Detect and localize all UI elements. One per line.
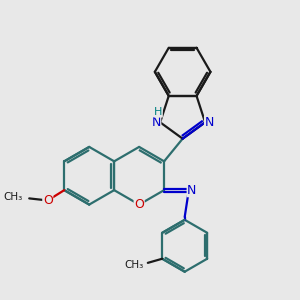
Text: H: H: [154, 107, 162, 117]
Text: N: N: [152, 116, 161, 129]
Text: O: O: [43, 194, 53, 207]
Text: N: N: [205, 116, 214, 129]
Text: N: N: [187, 184, 196, 197]
Text: O: O: [134, 198, 144, 211]
Text: CH₃: CH₃: [124, 260, 144, 270]
Text: CH₃: CH₃: [4, 192, 23, 203]
